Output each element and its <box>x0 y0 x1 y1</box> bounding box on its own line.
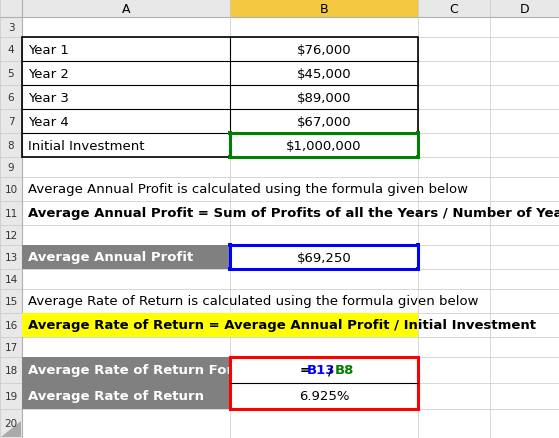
Bar <box>0 18 22 38</box>
Bar <box>0 62 22 86</box>
Bar <box>228 244 232 247</box>
Text: Average Annual Profit: Average Annual Profit <box>28 251 193 264</box>
Text: 4: 4 <box>8 45 15 55</box>
Bar <box>230 0 418 18</box>
Bar <box>0 269 22 290</box>
Text: 15: 15 <box>4 297 18 306</box>
Text: Average Annual Profit = Sum of Profits of all the Years / Number of Years: Average Annual Profit = Sum of Profits o… <box>28 207 559 220</box>
Text: 13: 13 <box>4 252 18 262</box>
Bar <box>418 0 490 18</box>
Bar <box>230 134 418 158</box>
Text: A: A <box>122 3 130 15</box>
Text: 20: 20 <box>4 419 17 428</box>
Text: Average Annual Profit is calculated using the formula given below: Average Annual Profit is calculated usin… <box>28 183 468 196</box>
Text: $76,000: $76,000 <box>297 43 351 57</box>
Bar <box>0 383 22 409</box>
Bar <box>228 155 232 159</box>
Text: Initial Investment: Initial Investment <box>28 139 144 152</box>
Bar <box>416 155 420 159</box>
Bar <box>0 290 22 313</box>
Text: 11: 11 <box>4 208 18 219</box>
Bar <box>22 313 418 337</box>
Bar <box>0 86 22 110</box>
Text: $69,250: $69,250 <box>297 251 352 264</box>
Text: B13: B13 <box>306 364 335 377</box>
Text: 3: 3 <box>8 23 15 33</box>
Text: Average Rate of Return: Average Rate of Return <box>28 390 204 403</box>
Bar <box>230 383 418 409</box>
Bar <box>0 0 22 18</box>
Polygon shape <box>1 421 21 437</box>
Bar <box>22 0 230 18</box>
Bar <box>0 357 22 383</box>
Bar <box>0 134 22 158</box>
Text: Average Rate of Return Formula: Average Rate of Return Formula <box>28 364 270 377</box>
Text: C: C <box>449 3 458 15</box>
Bar <box>490 0 559 18</box>
Bar <box>416 132 420 136</box>
Text: 10: 10 <box>4 184 17 194</box>
Text: =: = <box>300 364 310 377</box>
Text: 14: 14 <box>4 274 18 284</box>
Bar <box>230 245 418 269</box>
Bar <box>22 38 418 158</box>
Text: 17: 17 <box>4 342 18 352</box>
Bar <box>0 245 22 269</box>
Text: 12: 12 <box>4 230 18 240</box>
Text: 16: 16 <box>4 320 18 330</box>
Bar <box>230 245 418 269</box>
Bar <box>0 201 22 226</box>
Text: 18: 18 <box>4 365 18 375</box>
Text: 8: 8 <box>8 141 15 151</box>
Text: Year 1: Year 1 <box>28 43 69 57</box>
Text: $89,000: $89,000 <box>297 91 351 104</box>
Text: B8: B8 <box>334 364 354 377</box>
Text: Year 4: Year 4 <box>28 115 69 128</box>
Bar <box>416 267 420 272</box>
Bar <box>0 409 22 438</box>
Text: 7: 7 <box>8 117 15 127</box>
Text: 6.925%: 6.925% <box>299 390 349 403</box>
Text: B: B <box>320 3 328 15</box>
Text: 19: 19 <box>4 391 18 401</box>
Bar <box>0 177 22 201</box>
Bar <box>0 110 22 134</box>
Bar <box>230 357 418 409</box>
Text: 5: 5 <box>8 69 15 79</box>
Bar <box>230 357 418 383</box>
Text: 9: 9 <box>8 162 15 173</box>
Bar <box>0 226 22 245</box>
Bar <box>22 383 230 409</box>
Bar <box>0 158 22 177</box>
Text: Average Rate of Return = Average Annual Profit / Initial Investment: Average Rate of Return = Average Annual … <box>28 319 536 332</box>
Text: Year 3: Year 3 <box>28 91 69 104</box>
Bar <box>0 337 22 357</box>
Text: /: / <box>328 364 333 377</box>
Text: $1,000,000: $1,000,000 <box>286 139 362 152</box>
Bar <box>228 267 232 272</box>
Text: Average Rate of Return is calculated using the formula given below: Average Rate of Return is calculated usi… <box>28 295 479 308</box>
Bar <box>0 38 22 62</box>
Text: $45,000: $45,000 <box>297 67 351 80</box>
Text: Year 2: Year 2 <box>28 67 69 80</box>
Text: $67,000: $67,000 <box>297 115 351 128</box>
Bar <box>228 132 232 136</box>
Text: D: D <box>520 3 529 15</box>
Bar <box>22 245 230 269</box>
Bar <box>416 244 420 247</box>
Text: 6: 6 <box>8 93 15 103</box>
Bar <box>0 313 22 337</box>
Bar <box>22 357 230 383</box>
